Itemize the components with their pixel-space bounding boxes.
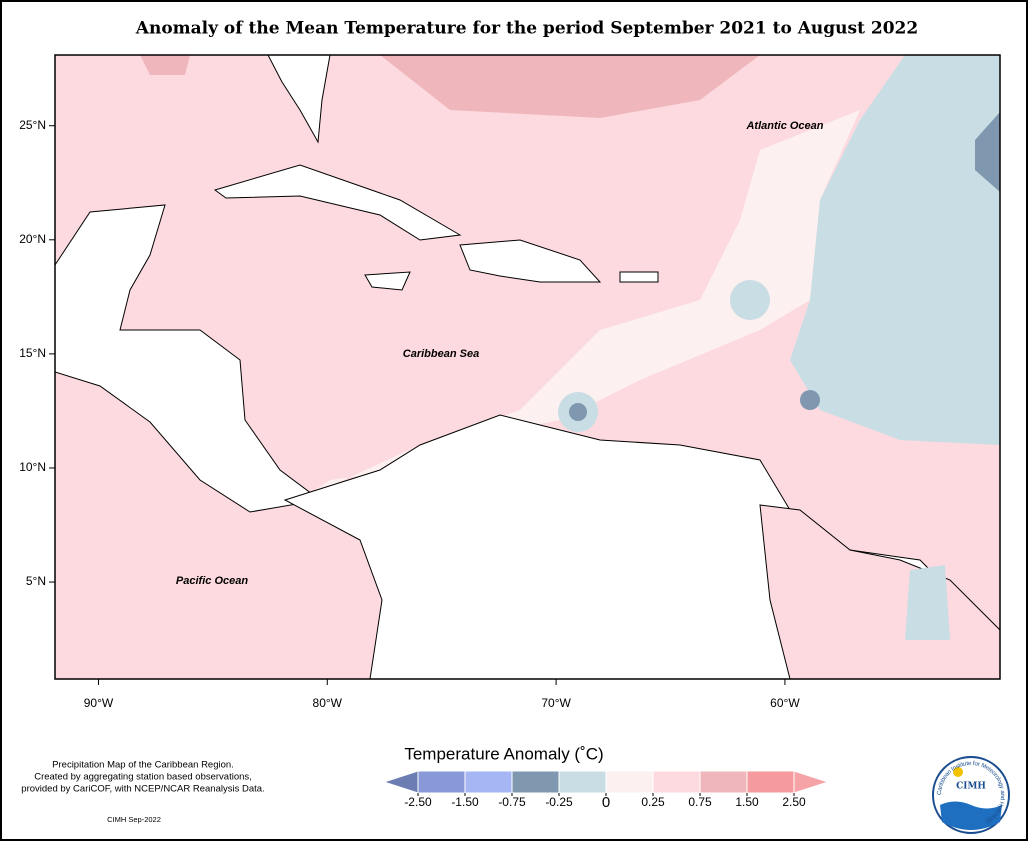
- note: provided by CariCOF, with NCEP/NCAR Rean…: [21, 784, 264, 795]
- y-tick-label: 10°N: [19, 460, 46, 474]
- y-tick-label: 5°N: [26, 574, 46, 588]
- map-border: [54, 54, 1001, 680]
- colorbar-label: -0.25: [545, 795, 573, 809]
- colorbar-bin: [558, 770, 607, 794]
- colorbar-label: 2.50: [782, 795, 806, 809]
- x-tick-label: 90°W: [84, 696, 114, 710]
- colorbar-label: 1.50: [735, 795, 759, 809]
- y-tick-label: 20°N: [19, 232, 46, 246]
- ocean-label: Atlantic Ocean: [745, 120, 823, 132]
- x-tick-label: 60°W: [770, 696, 800, 710]
- colorbar-bin: [746, 770, 795, 794]
- colorbar-bin: [699, 770, 748, 794]
- colorbar-bin: [464, 770, 513, 794]
- x-tick-label: 80°W: [313, 696, 343, 710]
- legend-title: Temperature Anomaly (˚C): [404, 744, 603, 763]
- anomaly-field: [140, 55, 190, 75]
- land-anomaly: [905, 565, 950, 640]
- colorbar-label: 0.75: [688, 795, 712, 809]
- colorbar-label: 0: [602, 794, 610, 811]
- sea-label: Caribbean Sea: [403, 348, 479, 360]
- colorbar-label: -2.50: [404, 795, 432, 809]
- map: [55, 55, 1000, 679]
- note: Created by aggregating station based obs…: [34, 772, 252, 783]
- x-tick-label: 70°W: [541, 696, 571, 710]
- colorbar-label: -0.75: [498, 795, 526, 809]
- ocean-label: Pacific Ocean: [176, 575, 248, 587]
- footer: CIMH Sep-2022: [107, 815, 161, 824]
- anomaly-field: [730, 280, 770, 320]
- anomaly-field: [800, 390, 820, 410]
- colorbar-arrow: [793, 770, 830, 794]
- colorbar-bin: [605, 770, 654, 794]
- colorbar-label: -1.50: [451, 795, 479, 809]
- anomaly-field: [975, 112, 1000, 192]
- logo-water: [940, 801, 1002, 830]
- note: Precipitation Map of the Caribbean Regio…: [52, 760, 234, 771]
- logo-name: CIMH: [956, 782, 986, 792]
- anomaly-field: [790, 55, 1000, 445]
- colorbar-bin: [652, 770, 701, 794]
- logo-sun: [953, 767, 963, 777]
- y-tick-label: 25°N: [19, 118, 46, 132]
- colorbar-bin: [417, 770, 466, 794]
- colorbar-label: 0.25: [641, 795, 665, 809]
- title: Anomaly of the Mean Temperature for the …: [135, 19, 918, 39]
- anomaly-field: [380, 55, 760, 118]
- colorbar-bin: [511, 770, 560, 794]
- y-tick-label: 15°N: [19, 346, 46, 360]
- anomaly-field: [569, 403, 587, 421]
